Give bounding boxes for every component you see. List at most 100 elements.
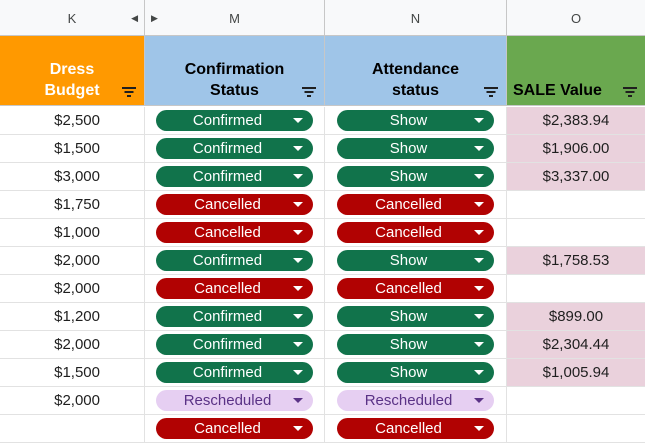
sale-value-cell[interactable]: $2,383.94 bbox=[507, 107, 645, 135]
header-line-1: Confirmation bbox=[184, 61, 285, 78]
dropdown-arrow-icon[interactable] bbox=[474, 174, 484, 179]
dropdown-arrow-icon[interactable] bbox=[293, 174, 303, 179]
table-row: $2,000 Rescheduled Rescheduled bbox=[0, 387, 645, 415]
confirmation-status-dropdown[interactable]: Confirmed bbox=[156, 362, 313, 383]
dropdown-arrow-icon[interactable] bbox=[474, 314, 484, 319]
sale-value-cell[interactable]: $3,337.00 bbox=[507, 163, 645, 191]
header-cell-attendance-status[interactable]: Attendance status bbox=[325, 36, 507, 106]
attendance-status-dropdown[interactable]: Rescheduled bbox=[337, 390, 494, 411]
dropdown-arrow-icon[interactable] bbox=[293, 398, 303, 403]
confirmation-status-dropdown[interactable]: Cancelled bbox=[156, 278, 313, 299]
attendance-status-dropdown[interactable]: Cancelled bbox=[337, 418, 494, 439]
attendance-status-dropdown[interactable]: Cancelled bbox=[337, 222, 494, 243]
dropdown-arrow-icon[interactable] bbox=[474, 342, 484, 347]
attendance-status-dropdown[interactable]: Cancelled bbox=[337, 194, 494, 215]
sale-value-cell[interactable]: $1,005.94 bbox=[507, 359, 645, 387]
header-cell-sale-value[interactable]: SALE Value bbox=[507, 36, 645, 106]
budget-cell[interactable]: $1,000 bbox=[0, 219, 145, 247]
budget-cell[interactable]: $2,000 bbox=[0, 275, 145, 303]
confirmation-status-dropdown[interactable]: Confirmed bbox=[156, 110, 313, 131]
attendance-status-dropdown[interactable]: Show bbox=[337, 138, 494, 159]
dropdown-arrow-icon[interactable] bbox=[474, 118, 484, 123]
dropdown-arrow-icon[interactable] bbox=[293, 370, 303, 375]
dropdown-arrow-icon[interactable] bbox=[293, 118, 303, 123]
confirmation-cell: Cancelled bbox=[145, 191, 325, 219]
budget-cell[interactable]: $2,500 bbox=[0, 107, 145, 135]
confirmation-status-dropdown[interactable]: Confirmed bbox=[156, 166, 313, 187]
filter-icon[interactable] bbox=[122, 87, 136, 97]
column-letter: O bbox=[570, 10, 582, 26]
budget-cell[interactable]: $2,000 bbox=[0, 331, 145, 359]
sale-value-cell[interactable] bbox=[507, 415, 645, 443]
confirmation-status-dropdown[interactable]: Confirmed bbox=[156, 250, 313, 271]
confirmation-status-dropdown[interactable]: Confirmed bbox=[156, 138, 313, 159]
budget-cell[interactable]: $2,000 bbox=[0, 247, 145, 275]
header-cell-confirmation-status[interactable]: Confirmation Status bbox=[145, 36, 325, 106]
confirmation-status-dropdown[interactable]: Confirmed bbox=[156, 306, 313, 327]
table-row: $2,500 Confirmed Show $2,383.94 bbox=[0, 107, 645, 135]
sale-value-cell[interactable]: $899.00 bbox=[507, 303, 645, 331]
filter-icon[interactable] bbox=[484, 87, 498, 97]
dropdown-arrow-icon[interactable] bbox=[474, 426, 484, 431]
dropdown-arrow-icon[interactable] bbox=[293, 314, 303, 319]
dropdown-arrow-icon[interactable] bbox=[293, 258, 303, 263]
attendance-status-dropdown[interactable]: Cancelled bbox=[337, 278, 494, 299]
column-header-n[interactable]: N bbox=[325, 0, 507, 36]
confirmation-cell: Confirmed bbox=[145, 163, 325, 191]
sale-value-cell[interactable] bbox=[507, 387, 645, 415]
budget-cell[interactable]: $1,500 bbox=[0, 135, 145, 163]
dropdown-arrow-icon[interactable] bbox=[293, 286, 303, 291]
attendance-status-dropdown[interactable]: Show bbox=[337, 250, 494, 271]
confirmation-status-dropdown[interactable]: Confirmed bbox=[156, 334, 313, 355]
hidden-column-left-arrow-icon[interactable]: ◀ bbox=[131, 13, 138, 23]
attendance-status-dropdown[interactable]: Show bbox=[337, 334, 494, 355]
header-line-2: Status bbox=[210, 82, 259, 99]
budget-cell[interactable]: $1,500 bbox=[0, 359, 145, 387]
sale-value-cell[interactable] bbox=[507, 219, 645, 247]
attendance-status-dropdown[interactable]: Show bbox=[337, 166, 494, 187]
dropdown-arrow-icon[interactable] bbox=[474, 398, 484, 403]
column-header-k[interactable]: K ◀ bbox=[0, 0, 145, 36]
confirmation-status-dropdown[interactable]: Rescheduled bbox=[156, 390, 313, 411]
chip-label: Confirmed bbox=[192, 168, 263, 185]
budget-cell[interactable] bbox=[0, 415, 145, 443]
budget-cell[interactable]: $2,000 bbox=[0, 387, 145, 415]
sale-value-cell[interactable] bbox=[507, 275, 645, 303]
dropdown-arrow-icon[interactable] bbox=[474, 370, 484, 375]
dropdown-arrow-icon[interactable] bbox=[293, 342, 303, 347]
dropdown-arrow-icon[interactable] bbox=[293, 426, 303, 431]
filter-icon[interactable] bbox=[302, 87, 316, 97]
column-header-m[interactable]: ▶ M bbox=[145, 0, 325, 36]
attendance-cell: Show bbox=[325, 247, 507, 275]
dropdown-arrow-icon[interactable] bbox=[293, 146, 303, 151]
column-header-o[interactable]: O bbox=[507, 0, 645, 36]
table-row: $2,000 Confirmed Show $1,758.53 bbox=[0, 247, 645, 275]
dropdown-arrow-icon[interactable] bbox=[474, 258, 484, 263]
dropdown-arrow-icon[interactable] bbox=[474, 230, 484, 235]
attendance-status-dropdown[interactable]: Show bbox=[337, 306, 494, 327]
sale-value-cell[interactable]: $2,304.44 bbox=[507, 331, 645, 359]
attendance-status-dropdown[interactable]: Show bbox=[337, 110, 494, 131]
attendance-cell: Show bbox=[325, 303, 507, 331]
table-row: $1,000 Cancelled Cancelled bbox=[0, 219, 645, 247]
confirmation-status-dropdown[interactable]: Cancelled bbox=[156, 418, 313, 439]
sale-value-cell[interactable]: $1,758.53 bbox=[507, 247, 645, 275]
attendance-status-dropdown[interactable]: Show bbox=[337, 362, 494, 383]
sale-value-cell[interactable] bbox=[507, 191, 645, 219]
confirmation-status-dropdown[interactable]: Cancelled bbox=[156, 194, 313, 215]
budget-cell[interactable]: $3,000 bbox=[0, 163, 145, 191]
header-cell-dress-budget[interactable]: Dress Budget bbox=[0, 36, 145, 106]
hidden-column-right-arrow-icon[interactable]: ▶ bbox=[151, 13, 158, 23]
chip-label: Cancelled bbox=[375, 280, 442, 297]
budget-cell[interactable]: $1,750 bbox=[0, 191, 145, 219]
dropdown-arrow-icon[interactable] bbox=[474, 202, 484, 207]
budget-cell[interactable]: $1,200 bbox=[0, 303, 145, 331]
filter-icon[interactable] bbox=[623, 87, 637, 97]
dropdown-arrow-icon[interactable] bbox=[293, 202, 303, 207]
confirmation-status-dropdown[interactable]: Cancelled bbox=[156, 222, 313, 243]
dropdown-arrow-icon[interactable] bbox=[474, 286, 484, 291]
dropdown-arrow-icon[interactable] bbox=[293, 230, 303, 235]
dropdown-arrow-icon[interactable] bbox=[474, 146, 484, 151]
chip-label: Cancelled bbox=[194, 280, 261, 297]
sale-value-cell[interactable]: $1,906.00 bbox=[507, 135, 645, 163]
